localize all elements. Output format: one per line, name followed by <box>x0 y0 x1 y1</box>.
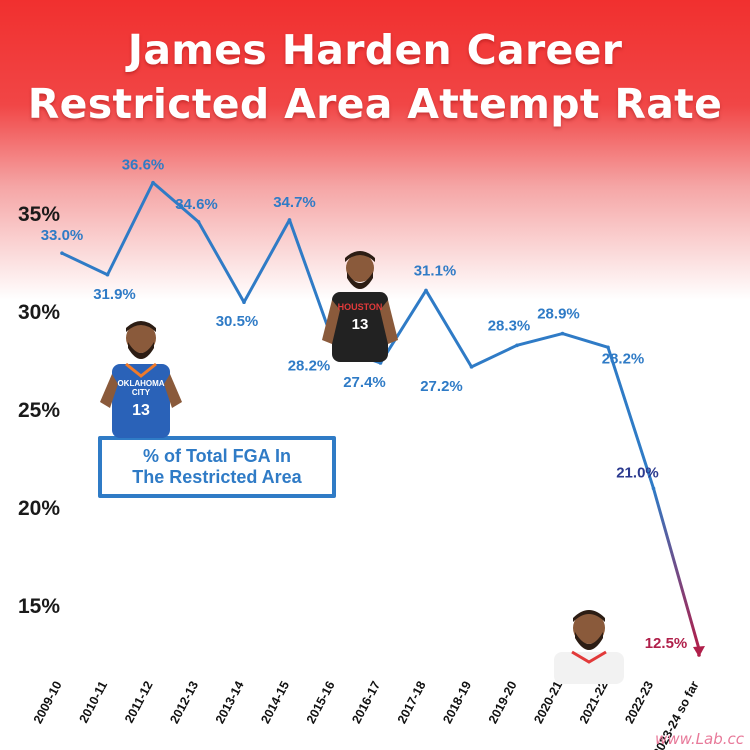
season-band <box>357 150 404 690</box>
chart-title-line-1: James Harden Career <box>127 26 623 74</box>
chart-title-line-2: Restricted Area Attempt Rate <box>27 80 723 128</box>
data-point <box>424 288 428 293</box>
season-band <box>39 150 86 690</box>
legend-box: % of Total FGA In The Restricted Area <box>98 436 336 498</box>
y-tick-label: 30% <box>18 301 60 324</box>
y-tick-label: 15% <box>18 595 60 618</box>
series-arrow-head <box>693 646 705 657</box>
season-band-jersey <box>543 330 582 690</box>
data-label: 31.1% <box>414 262 457 279</box>
svg-text:OKLAHOMA: OKLAHOMA <box>117 379 164 388</box>
data-point <box>242 300 246 305</box>
data-point <box>60 251 64 255</box>
data-label: 36.6% <box>122 157 165 174</box>
player-okc-image: OKLAHOMA CITY 13 <box>100 321 182 438</box>
data-label: 21.0% <box>616 464 659 481</box>
season-band-jersey <box>270 330 309 690</box>
season-band-jersey <box>361 330 400 690</box>
data-point <box>105 272 110 277</box>
data-label: 12.5% <box>645 635 688 652</box>
season-band-jersey <box>179 330 218 690</box>
data-point <box>560 331 565 336</box>
svg-text:HOUSTON: HOUSTON <box>338 302 383 312</box>
data-label: 34.6% <box>175 196 218 213</box>
season-band <box>312 150 359 690</box>
data-label: 27.4% <box>343 374 386 391</box>
season-band <box>448 150 495 690</box>
season-band-jersey <box>452 330 491 690</box>
svg-text:CITY: CITY <box>132 388 151 397</box>
svg-text:13: 13 <box>352 316 369 333</box>
season-band <box>403 150 450 690</box>
season-band-jersey <box>498 330 536 690</box>
data-point <box>651 486 656 491</box>
data-label: 33.0% <box>41 227 84 244</box>
series-segment-latest <box>652 486 701 651</box>
data-point <box>697 653 701 657</box>
y-tick-label: 35% <box>18 203 60 226</box>
data-point <box>287 218 292 222</box>
data-label: 28.2% <box>288 357 331 374</box>
legend-line-2: The Restricted Area <box>132 467 302 487</box>
season-band <box>175 150 222 690</box>
data-point <box>469 365 474 369</box>
legend-line-1: % of Total FGA In <box>143 446 291 466</box>
season-band-jersey <box>589 330 627 690</box>
x-tick-label: 2009-10 <box>31 679 65 726</box>
svg-text:13: 13 <box>132 402 150 419</box>
season-band-jersey <box>316 330 354 690</box>
y-tick-label: 20% <box>18 497 60 520</box>
season-band <box>266 150 313 690</box>
player-phi-image <box>554 610 624 684</box>
season-band <box>494 150 541 690</box>
season-band <box>585 150 632 690</box>
player-hou-image: HOUSTON 13 <box>322 251 398 362</box>
data-label: 28.9% <box>537 306 580 323</box>
data-point <box>151 180 155 185</box>
season-band-jersey <box>225 330 263 690</box>
y-tick-label: 25% <box>18 399 60 422</box>
data-labels: 33.0% 31.9% 36.6% 34.6% 30.5% 34.7% 28.2% 27.4%… <box>41 157 688 652</box>
data-point <box>378 361 383 365</box>
data-label: 30.5% <box>216 313 259 330</box>
season-band-jersey <box>43 330 81 690</box>
season-band <box>221 150 268 690</box>
season-band-jersey <box>634 330 673 690</box>
watermark: www.Lab.cc <box>655 730 744 748</box>
season-band <box>539 150 586 690</box>
data-point <box>606 345 610 350</box>
y-axis: 35% 30% 25% 20% 15% <box>18 203 60 618</box>
season-band-jersey <box>407 330 445 690</box>
season-band-jersey <box>680 330 718 690</box>
data-label: 27.2% <box>420 378 463 395</box>
data-point <box>196 220 201 224</box>
data-label: 28.2% <box>602 350 645 367</box>
data-label: 31.9% <box>93 286 136 303</box>
data-label: 34.7% <box>273 194 316 211</box>
data-label: 28.3% <box>488 317 531 334</box>
season-band <box>630 150 677 690</box>
data-point <box>515 343 519 348</box>
